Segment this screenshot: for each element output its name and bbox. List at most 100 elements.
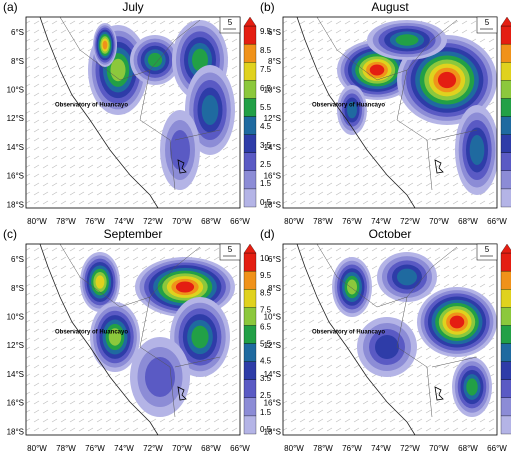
wind-vector	[105, 173, 112, 178]
wind-vector	[326, 191, 333, 196]
wind-vector	[69, 164, 76, 169]
wind-vector	[389, 137, 396, 142]
wind-vector	[42, 38, 49, 43]
wind-vector	[231, 337, 238, 342]
wind-vector	[362, 391, 369, 396]
lon-label: 68°W	[201, 444, 221, 453]
wind-vector	[488, 355, 495, 360]
wind-vector	[416, 346, 423, 351]
wind-vector	[123, 373, 130, 378]
wind-vector	[60, 146, 67, 151]
wind-vector	[132, 128, 139, 133]
wind-vector	[389, 110, 396, 115]
wind-vector	[33, 382, 40, 387]
wind-vector	[335, 391, 342, 396]
colorbar-cell	[243, 116, 257, 135]
wind-vector	[114, 382, 121, 387]
wind-vector	[141, 29, 148, 34]
wind-vector	[87, 20, 94, 25]
wind-vector	[87, 191, 94, 196]
lon-label: 76°W	[342, 444, 362, 453]
wind-vector	[416, 364, 423, 369]
wind-vector	[231, 182, 238, 187]
wind-vector	[371, 119, 378, 124]
wind-vector	[283, 146, 288, 150]
wind-vector	[371, 164, 378, 169]
wind-vector	[353, 400, 360, 405]
wind-vector	[33, 400, 40, 405]
wind-vector	[141, 265, 148, 270]
wind-vector	[335, 83, 342, 88]
wind-vector	[42, 400, 49, 405]
wind-vector	[78, 346, 85, 351]
wind-vector	[105, 391, 112, 396]
wind-vector	[299, 20, 306, 25]
lon-label: 70°W	[429, 217, 449, 226]
wind-vector	[78, 119, 85, 124]
wind-vector	[159, 427, 166, 432]
wind-vector	[222, 182, 229, 187]
wind-vector	[114, 247, 121, 252]
wind-vector	[51, 128, 58, 133]
wind-vector	[222, 191, 229, 196]
wind-vector	[398, 119, 405, 124]
lon-label: 68°W	[458, 444, 478, 453]
wind-vector	[51, 364, 58, 369]
wind-vector	[33, 191, 40, 196]
wind-vector	[150, 200, 157, 205]
wind-vector	[326, 128, 333, 133]
wind-vector	[33, 427, 40, 432]
wind-vector	[231, 155, 238, 160]
precip-area	[191, 325, 209, 349]
wind-vector	[283, 83, 288, 87]
lon-label: 70°W	[172, 217, 192, 226]
wind-vector	[326, 83, 333, 88]
wind-vector	[51, 119, 58, 124]
wind-vector	[60, 191, 67, 196]
wind-vector	[283, 20, 288, 24]
colorbar-label: 9.5	[260, 27, 272, 36]
wind-vector	[434, 182, 441, 187]
wind-vector	[407, 301, 414, 306]
wind-vector	[380, 101, 387, 106]
wind-vector	[78, 164, 85, 169]
wind-vector	[425, 409, 432, 414]
precip-area	[469, 135, 485, 165]
wind-vector	[26, 283, 31, 287]
wind-vector	[51, 101, 58, 106]
wind-vector	[470, 427, 477, 432]
wind-vector	[290, 101, 297, 106]
wind-vector	[42, 101, 49, 106]
wind-vector	[326, 256, 333, 261]
wind-vector	[434, 173, 441, 178]
wind-vector	[51, 427, 58, 432]
wind-vector	[60, 265, 67, 270]
wind-vector	[168, 247, 175, 252]
wind-vector	[105, 382, 112, 387]
wind-vector	[26, 74, 31, 78]
wind-vector	[371, 391, 378, 396]
wind-vector	[51, 292, 58, 297]
colorbar-cell	[500, 43, 511, 63]
wind-vector	[317, 400, 324, 405]
wind-vector	[87, 400, 94, 405]
wind-vector	[69, 391, 76, 396]
wind-vector	[69, 38, 76, 43]
wind-vector	[344, 20, 351, 25]
wind-vector	[344, 409, 351, 414]
wind-vector	[344, 418, 351, 423]
wind-vector	[299, 173, 306, 178]
wind-vector	[344, 38, 351, 43]
map-frame	[25, 16, 241, 209]
precip-area	[437, 71, 457, 89]
wind-vector	[123, 382, 130, 387]
wind-vector	[105, 200, 112, 205]
wind-vector	[51, 346, 58, 351]
wind-vector	[398, 409, 405, 414]
lake	[434, 159, 444, 174]
wind-vector	[60, 319, 67, 324]
wind-vector	[308, 382, 315, 387]
wind-vector	[87, 319, 94, 324]
wind-vector	[87, 173, 94, 178]
vector-ref: 5	[228, 18, 233, 27]
